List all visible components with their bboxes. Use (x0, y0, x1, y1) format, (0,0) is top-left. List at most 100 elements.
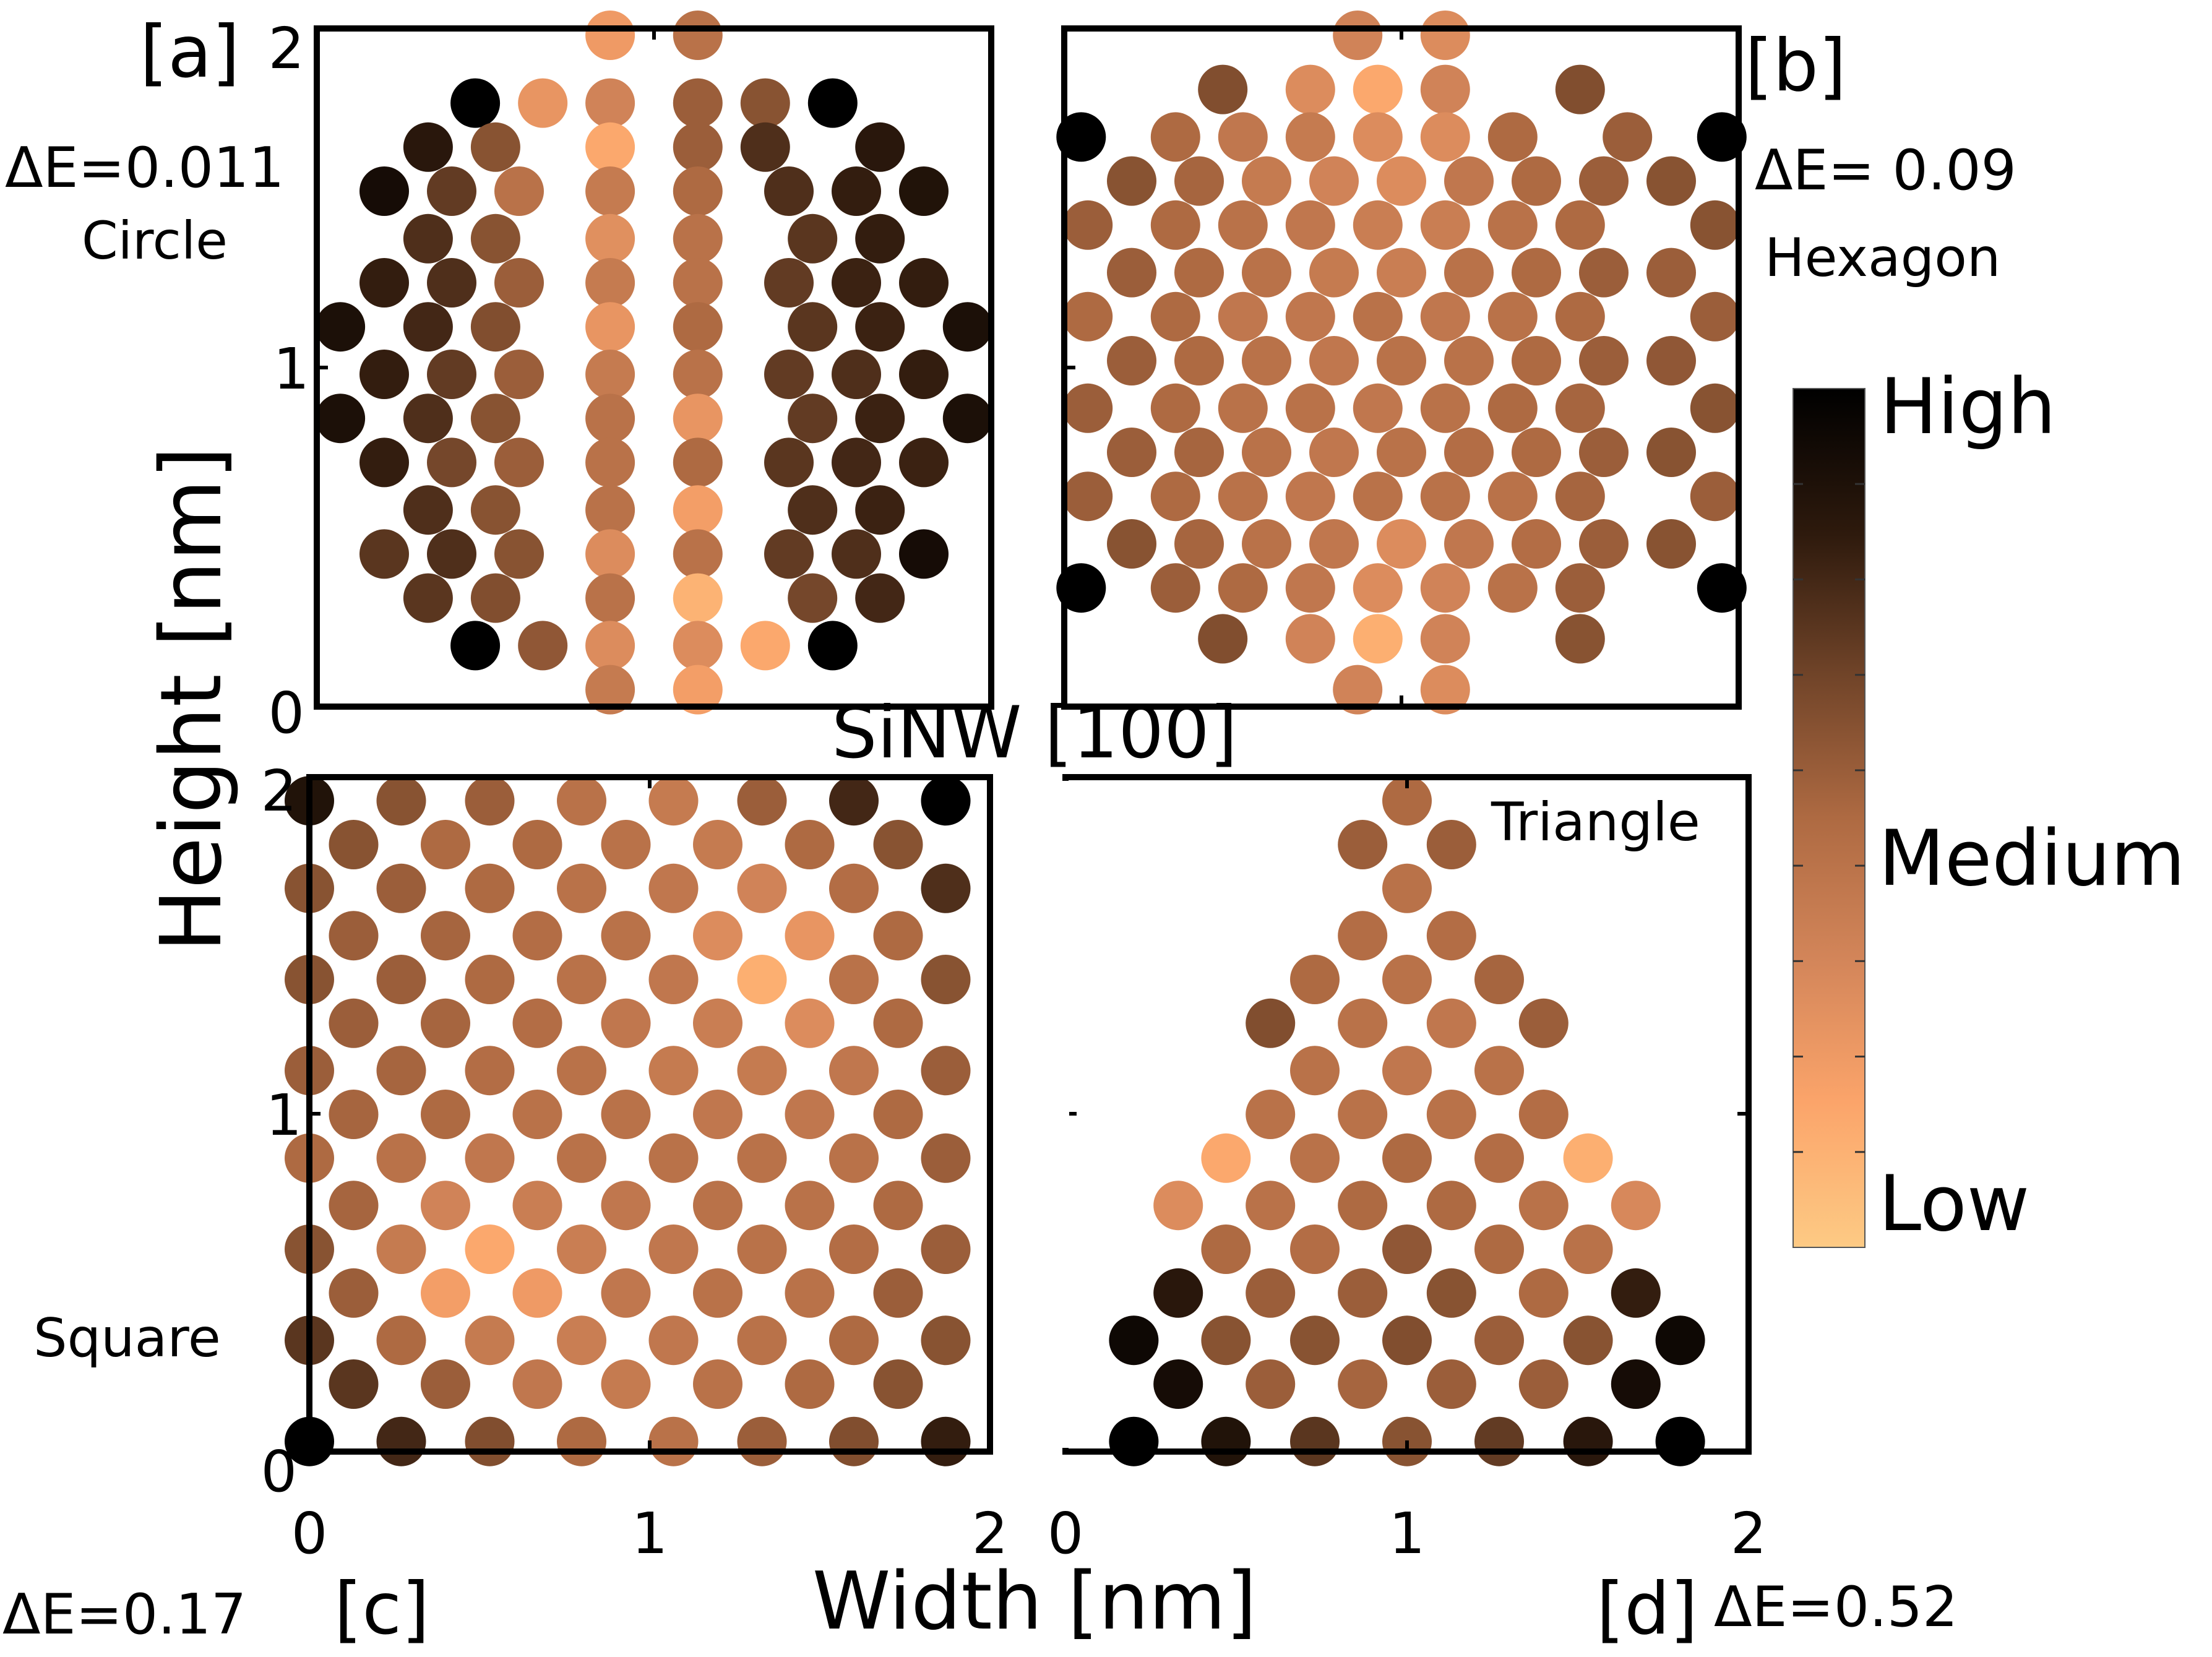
atom-point (1285, 64, 1335, 114)
panel-c-ytick-2: 2 (260, 758, 297, 824)
atom-point (785, 911, 835, 961)
atom-point (421, 1359, 470, 1409)
atom-point (1646, 336, 1696, 385)
atom-point (1150, 563, 1200, 613)
atom-point (1290, 1046, 1340, 1096)
atom-point (1655, 1315, 1705, 1366)
atom-point (873, 1359, 923, 1409)
atom-point (1426, 911, 1476, 961)
atom-point (585, 621, 635, 671)
atom-point (1109, 1416, 1159, 1466)
atom-point (1563, 1416, 1613, 1466)
panel-b-delta-e: ΔE= 0.09 (1755, 138, 2016, 203)
atom-point (764, 166, 814, 216)
atom-point (557, 955, 606, 1004)
atom-point (1555, 200, 1605, 250)
atom-point (1646, 156, 1696, 206)
atom-point (329, 1181, 379, 1231)
atom-point (788, 573, 838, 623)
atom-point (1174, 519, 1224, 569)
panel-c-label: [c] (334, 1567, 429, 1651)
atom-point (673, 621, 723, 671)
atom-point (1579, 156, 1629, 206)
atom-point (557, 1315, 606, 1366)
atom-point (1353, 614, 1403, 664)
atom-point (316, 302, 366, 352)
x-axis-label: Width [nm] (812, 1556, 1257, 1648)
atom-point (1579, 519, 1629, 569)
atom-point (1218, 112, 1268, 162)
atom-point (1555, 614, 1605, 664)
atom-point (1690, 471, 1740, 522)
atom-point (1426, 1268, 1476, 1318)
panel-c-delta-e: ΔE=0.17 (2, 1582, 246, 1647)
atom-point (693, 911, 742, 961)
atom-point (1555, 383, 1605, 433)
atom-point (512, 1359, 562, 1409)
atom-point (1063, 383, 1113, 433)
atom-point (1242, 336, 1291, 385)
atom-point (1201, 1416, 1251, 1466)
atom-point (1107, 247, 1156, 298)
atom-point (648, 863, 699, 913)
atom-point (1153, 1359, 1203, 1409)
atom-point (855, 213, 905, 264)
atom-point (1646, 247, 1696, 298)
atom-point (740, 621, 790, 671)
atom-point (470, 302, 520, 352)
atom-point (557, 1046, 606, 1096)
atom-point (512, 998, 562, 1048)
atom-point (1174, 247, 1224, 298)
atom-point (1444, 247, 1494, 298)
atom-point (1420, 11, 1470, 60)
atom-point (1512, 428, 1561, 477)
atom-point (329, 911, 379, 961)
atom-point (673, 78, 723, 128)
atom-point (1218, 383, 1268, 433)
atom-point (788, 485, 838, 535)
atom-point (1201, 1133, 1251, 1183)
atom-point (557, 776, 606, 826)
figure-title: SiNW [100] (832, 691, 1237, 775)
atom-point (1309, 428, 1359, 477)
atom-point (470, 573, 520, 623)
panel-d: 0 1 2 Triangle [d] ΔE=0.52 (1048, 774, 1958, 1651)
panel-c-shape: Square (33, 1307, 221, 1369)
atom-point (1353, 291, 1403, 342)
atom-point (1420, 563, 1470, 613)
atom-point (1563, 1224, 1613, 1274)
atom-point (601, 820, 651, 869)
atom-point (1242, 519, 1291, 569)
panel-a: 0 1 2 [a] ΔE=0.011 Circle (5, 11, 994, 746)
atom-point (403, 213, 453, 264)
atom-point (648, 1315, 699, 1366)
atom-point (585, 573, 635, 623)
atom-point (376, 1416, 426, 1466)
atom-point (648, 1046, 699, 1096)
atom-point (1555, 471, 1605, 522)
atom-point (807, 621, 858, 671)
atom-point (832, 258, 881, 308)
atom-point (832, 529, 881, 579)
atom-point (1420, 112, 1470, 162)
atom-point (673, 11, 723, 60)
atom-point (465, 1416, 515, 1466)
atom-point (1382, 1315, 1432, 1366)
atom-point (873, 1090, 923, 1139)
atom-point (855, 122, 905, 172)
atom-point (921, 863, 971, 913)
atom-point (518, 621, 568, 671)
atom-point (855, 394, 905, 444)
panel-d-xtick-0: 0 (1048, 1500, 1084, 1567)
atom-point (1426, 1181, 1476, 1231)
atom-point (427, 437, 476, 488)
colorbar: High Medium Low (1792, 363, 2185, 1249)
panel-a-points (316, 11, 992, 715)
atom-point (673, 485, 723, 535)
atom-point (673, 122, 723, 172)
atom-point (1420, 291, 1470, 342)
atom-point (1487, 200, 1538, 250)
atom-point (788, 302, 838, 352)
atom-point (693, 1268, 742, 1318)
atom-point (942, 394, 992, 444)
